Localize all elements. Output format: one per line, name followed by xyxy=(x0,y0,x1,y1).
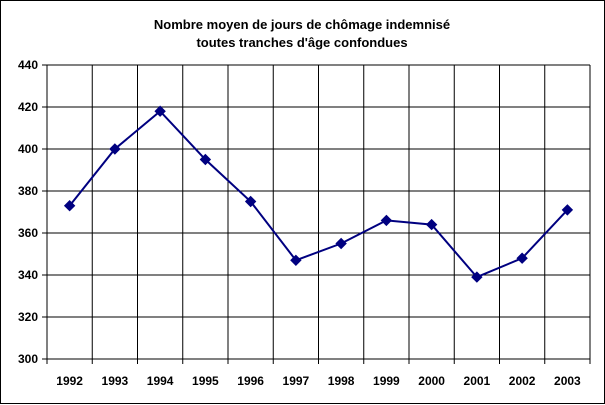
y-tick-label: 300 xyxy=(18,352,38,366)
chart-title-line-2: toutes tranches d'âge confondues xyxy=(196,35,407,50)
data-point xyxy=(63,199,76,212)
y-tick-labels: 300 320 340 360 380 400 420 440 xyxy=(18,58,38,366)
x-tick-label: 1995 xyxy=(192,374,219,388)
y-tick-label: 420 xyxy=(18,100,38,114)
data-point xyxy=(561,204,574,216)
x-tick-label: 2003 xyxy=(554,374,581,388)
data-point xyxy=(154,105,166,117)
x-tick-label: 1993 xyxy=(102,374,129,388)
x-tick-labels: 1992 1993 1994 1995 1996 1997 1998 1999 2000 2001… xyxy=(56,374,581,388)
y-tick-label: 400 xyxy=(18,142,38,156)
data-point xyxy=(471,271,483,283)
series-line xyxy=(68,109,569,279)
x-tick-label: 1999 xyxy=(373,374,400,388)
x-tick-label: 2001 xyxy=(464,374,491,388)
data-point xyxy=(109,143,121,155)
axes xyxy=(42,64,591,364)
data-point xyxy=(290,254,302,267)
data-point xyxy=(516,252,528,264)
x-tick-label: 1994 xyxy=(147,374,174,388)
data-point xyxy=(380,214,393,227)
y-tick-label: 320 xyxy=(18,310,38,324)
x-tick-label: 2002 xyxy=(509,374,536,388)
data-point xyxy=(425,218,438,231)
y-tick-label: 340 xyxy=(18,268,38,282)
x-tick-label: 1997 xyxy=(283,374,310,388)
data-point xyxy=(335,237,347,250)
data-point xyxy=(244,195,257,208)
chart-title-line-1: Nombre moyen de jours de chômage indemni… xyxy=(154,17,450,32)
data-point xyxy=(199,153,212,166)
y-tick-label: 360 xyxy=(18,226,38,240)
y-tick-label: 440 xyxy=(18,58,38,72)
x-tick-label: 2000 xyxy=(418,374,445,388)
y-tick-label: 380 xyxy=(18,184,38,198)
grid xyxy=(47,64,591,359)
series xyxy=(63,105,574,283)
x-tick-label: 1992 xyxy=(56,374,83,388)
x-tick-label: 1996 xyxy=(237,374,264,388)
x-tick-label: 1998 xyxy=(328,374,355,388)
